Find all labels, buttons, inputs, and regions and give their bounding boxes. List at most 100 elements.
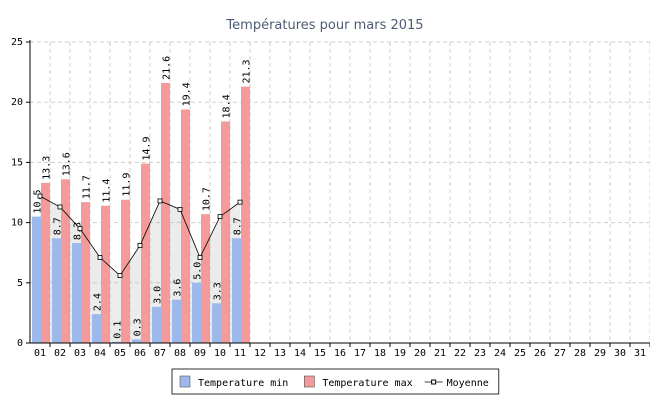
x-tick-label: 27 — [554, 348, 566, 359]
legend-item: Moyenne — [424, 378, 489, 389]
y-tick-label: 20 — [11, 97, 23, 108]
x-tick-label: 20 — [414, 348, 426, 359]
bar — [152, 306, 161, 343]
value-label: 8.3 — [73, 222, 84, 240]
bar — [132, 339, 141, 343]
x-tick-label: 28 — [574, 348, 586, 359]
bar — [112, 341, 121, 343]
x-tick-label: 17 — [354, 348, 366, 359]
bar — [52, 238, 61, 343]
value-label: 13.3 — [42, 156, 53, 180]
bar — [212, 303, 221, 343]
marker — [177, 206, 183, 212]
bar — [141, 163, 150, 343]
bar — [81, 202, 90, 343]
x-tick-label: 13 — [274, 348, 286, 359]
marker — [197, 255, 203, 260]
value-label: 11.7 — [82, 175, 93, 199]
marker — [57, 204, 63, 210]
x-tick-label: 10 — [214, 348, 226, 359]
marker — [217, 214, 223, 219]
x-tick-label: 21 — [434, 348, 446, 359]
x-tick-label: 07 — [154, 348, 166, 359]
y-tick-label: 5 — [17, 278, 23, 289]
marker — [237, 199, 243, 205]
value-label: 8.7 — [53, 217, 64, 235]
value-label: 14.9 — [142, 137, 153, 161]
value-label: 3.3 — [213, 282, 224, 300]
y-tick-label: 0 — [17, 338, 23, 349]
bar — [232, 238, 241, 343]
x-tick-label: 09 — [194, 348, 206, 359]
marker — [77, 226, 83, 232]
value-label: 10.7 — [202, 187, 213, 211]
x-tick-label: 08 — [174, 348, 186, 359]
x-tick-label: 22 — [454, 348, 466, 359]
x-tick-label: 29 — [594, 348, 606, 359]
value-label: 3.6 — [173, 279, 184, 297]
bar — [161, 82, 170, 343]
bar — [241, 86, 250, 343]
legend-swatch — [304, 375, 315, 388]
x-tick-label: 25 — [514, 348, 526, 359]
marker — [137, 243, 143, 248]
y-tick-label: 15 — [11, 157, 23, 168]
bar — [41, 182, 50, 343]
chart-title: Températures pour mars 2015 — [225, 18, 423, 33]
x-tick-label: 31 — [634, 348, 646, 359]
legend-item: Temperature min — [179, 375, 288, 389]
bar — [192, 282, 201, 343]
x-tick-label: 05 — [114, 348, 126, 359]
legend-item: Temperature max — [304, 375, 413, 389]
value-label: 0.3 — [133, 318, 144, 336]
x-tick-label: 30 — [614, 348, 626, 359]
legend-label: Moyenne — [447, 378, 489, 389]
x-tick-label: 11 — [234, 348, 246, 359]
bar — [72, 243, 81, 343]
x-tick-label: 01 — [34, 348, 46, 359]
value-label: 2.4 — [93, 293, 104, 311]
bar — [121, 199, 130, 343]
x-tick-label: 19 — [394, 348, 406, 359]
x-tick-label: 16 — [334, 348, 346, 359]
value-label: 10.5 — [33, 189, 44, 213]
value-label: 3.0 — [153, 286, 164, 304]
value-label: 0.1 — [113, 321, 124, 339]
bar — [172, 299, 181, 343]
x-tick-label: 06 — [134, 348, 146, 359]
legend: Temperature min Temperature max Moyenne — [171, 368, 500, 395]
x-tick-label: 03 — [74, 348, 86, 359]
x-tick-label: 26 — [534, 348, 546, 359]
value-label: 21.3 — [242, 59, 253, 83]
legend-label: Temperature min — [198, 378, 288, 389]
x-tick-label: 04 — [94, 348, 106, 359]
bar — [61, 179, 70, 343]
x-tick-label: 15 — [314, 348, 326, 359]
value-label: 5.0 — [193, 262, 204, 280]
marker — [37, 193, 43, 199]
y-tick-label: 10 — [11, 218, 23, 229]
value-label: 11.4 — [102, 179, 113, 203]
x-tick-label: 24 — [494, 348, 506, 359]
x-tick-label: 12 — [254, 348, 266, 359]
x-tick-label: 02 — [54, 348, 66, 359]
legend-box — [171, 368, 500, 395]
legend-label: Temperature max — [322, 378, 412, 389]
value-label: 21.6 — [162, 56, 173, 80]
marker — [117, 273, 123, 278]
marker — [157, 198, 163, 204]
value-label: 18.4 — [222, 94, 233, 118]
y-tick-label: 25 — [11, 37, 23, 48]
bar — [221, 121, 230, 344]
value-label: 11.9 — [122, 173, 133, 197]
bar — [181, 109, 190, 343]
x-tick-label: 18 — [374, 348, 386, 359]
marker — [97, 255, 103, 260]
legend-swatch — [179, 375, 191, 388]
value-label: 13.6 — [62, 152, 73, 176]
x-tick-label: 23 — [474, 348, 486, 359]
value-label: 19.4 — [182, 82, 193, 106]
bar — [201, 214, 210, 343]
x-tick-label: 14 — [294, 348, 306, 359]
